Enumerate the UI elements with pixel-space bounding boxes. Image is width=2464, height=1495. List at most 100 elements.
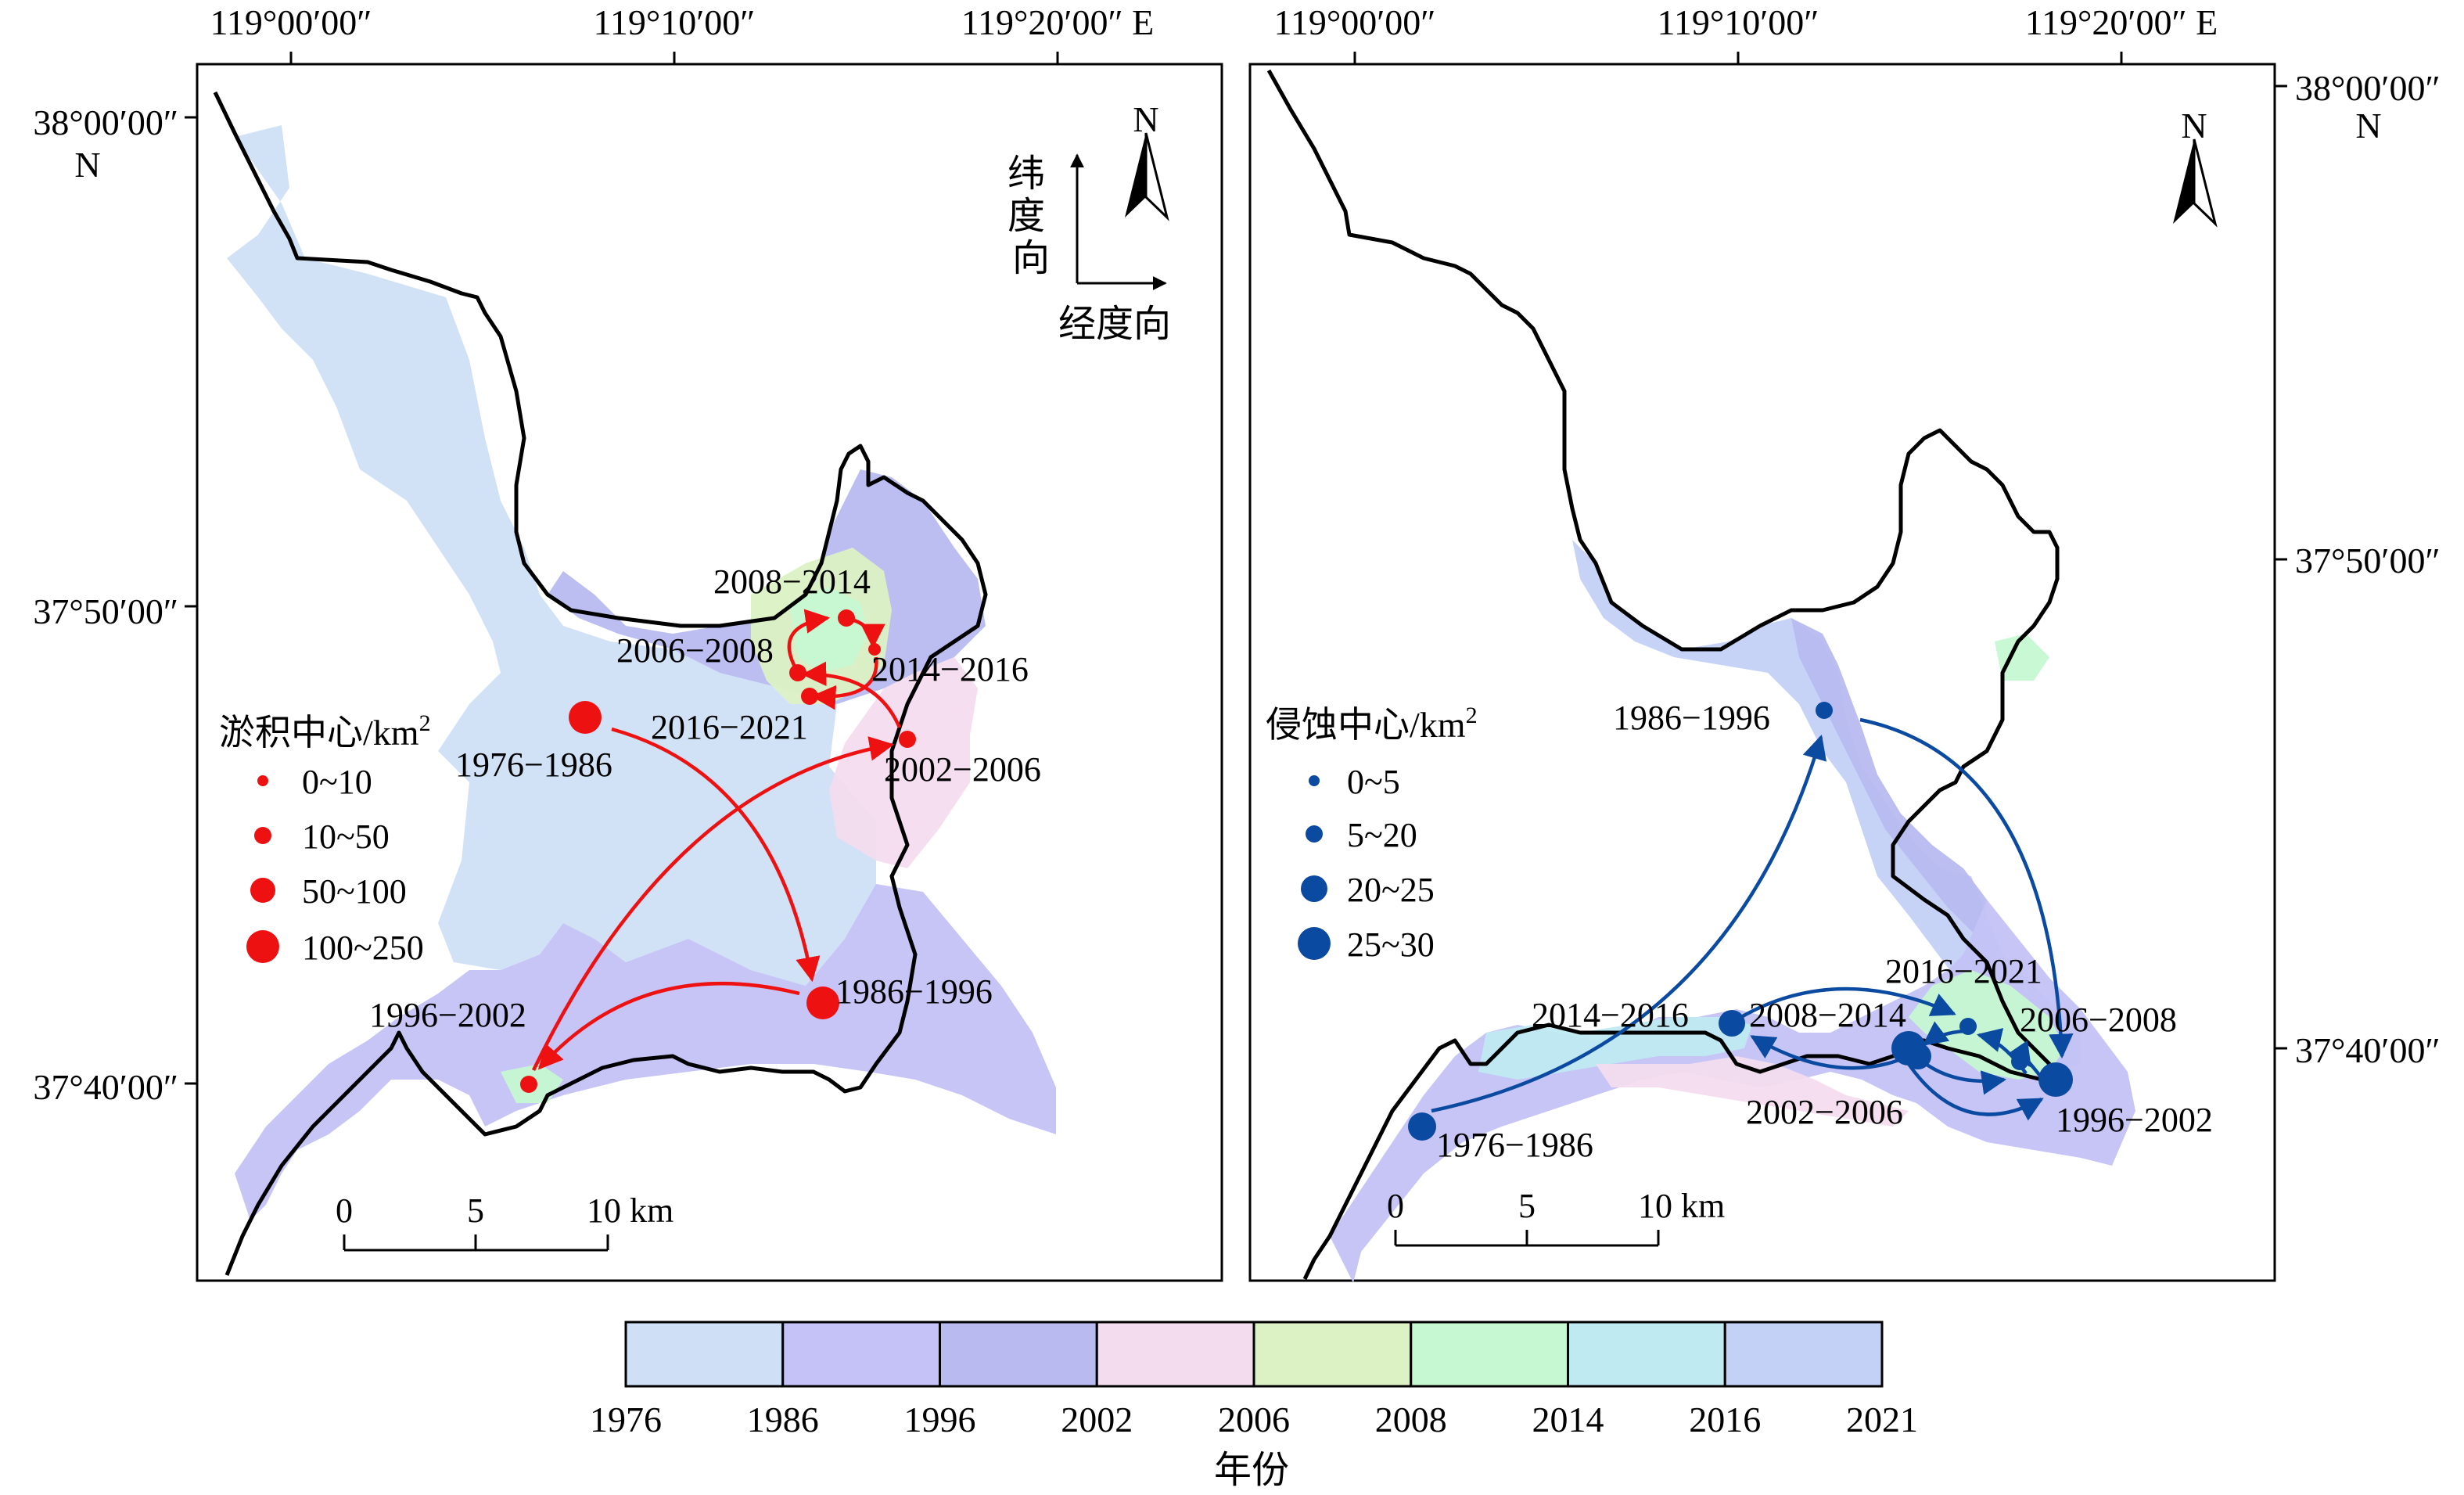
left-lon-tick-2: 119°10′00″	[594, 2, 756, 42]
right-legend-title: 侵蚀中心/km2	[1266, 703, 1478, 745]
left-label-1976-1986: 1976−1986	[455, 746, 612, 784]
left-label-2006-2008: 2006−2008	[616, 631, 774, 670]
left-migration-paths	[531, 609, 902, 1071]
left-scale-label-3: 10 km	[587, 1191, 673, 1230]
right-label-2006-2008: 2006−2008	[2020, 1001, 2177, 1039]
colorbar-tick-2021: 2021	[1846, 1400, 1918, 1439]
left-north-arrow-icon	[1125, 132, 1169, 221]
right-label-2014-2016: 2014−2016	[1532, 996, 1689, 1034]
right-scale-label-1: 0	[1387, 1187, 1404, 1225]
colorbar-tick-1976: 1976	[590, 1400, 662, 1439]
colorbar-segment-1976	[624, 1321, 785, 1388]
left-lat-tick-1: 38°00′00″	[33, 102, 178, 142]
right-patch-east	[1995, 634, 2049, 681]
right-path-9	[1907, 1062, 2044, 1121]
right-center-2002-2006	[1905, 1043, 1931, 1069]
right-legend: 0~5 5~20 20~25 25~30	[1298, 763, 1435, 964]
right-north-arrow-icon	[2173, 138, 2218, 228]
left-legend-symbol-1	[257, 775, 268, 786]
lat-dir-char-1: 纬	[1008, 153, 1045, 195]
left-path-1	[611, 727, 821, 983]
right-center-1996-2002	[2038, 1062, 2073, 1097]
right-centers	[1408, 702, 2073, 1141]
left-map-panel: 119°00′00″ 119°10′00″ 119°20′00″ E 38°00…	[33, 2, 1223, 1282]
left-north-label: N	[1133, 99, 1158, 139]
left-path-5	[787, 609, 831, 668]
colorbar-tick-2014: 2014	[1532, 1400, 1604, 1439]
left-label-2014-2016: 2014−2016	[871, 650, 1029, 688]
left-center-1976-1986	[569, 701, 602, 734]
left-lat-tick-2: 37°50′00″	[33, 591, 178, 631]
left-top-ticks	[289, 52, 1059, 64]
left-legend-symbol-2	[254, 827, 271, 844]
left-label-1986-1996: 1986−1996	[835, 972, 993, 1011]
left-scale-label-1: 0	[336, 1191, 353, 1230]
left-path-2	[537, 981, 800, 1070]
colorbar-segment-2016	[1723, 1321, 1884, 1388]
left-centers	[520, 609, 916, 1093]
right-center-1976-1986	[1408, 1112, 1436, 1141]
right-lat-tick-1: 38°00′00″	[2295, 68, 2441, 108]
left-legend-label-2: 10~50	[302, 818, 390, 856]
colorbar-tick-2008: 2008	[1375, 1400, 1447, 1439]
right-legend-symbol-2	[1306, 825, 1323, 843]
left-lat-direction-label: 纬 度 向	[1008, 153, 1054, 279]
left-lon-tick-3: 119°20′00″ E	[961, 2, 1155, 42]
right-label-2016-2021: 2016−2021	[1885, 952, 2042, 990]
right-center-2014-2016	[1719, 1010, 1745, 1037]
lat-dir-char-3: 向	[1012, 238, 1050, 279]
right-lon-tick-1: 119°00′00″	[1274, 2, 1436, 42]
left-lat-tick-3: 37°40′00″	[33, 1067, 178, 1107]
left-legend-symbol-4	[246, 930, 279, 963]
right-band-1986	[1791, 618, 1987, 939]
left-legend-title: 淤积中心/km2	[219, 710, 431, 753]
right-path-1	[1431, 734, 1827, 1113]
right-scale-label-2: 5	[1518, 1187, 1536, 1225]
right-center-2016-2021	[1959, 1018, 1977, 1035]
left-center-2002-2006	[899, 731, 916, 748]
right-legend-symbol-1	[1309, 775, 1320, 786]
left-direction-axes-icon	[1070, 153, 1167, 290]
left-legend: 0~10 10~50 50~100 100~250	[246, 763, 424, 967]
right-scale-bar	[1394, 1230, 1660, 1247]
colorbar-segment-2014	[1567, 1321, 1726, 1388]
right-band-north	[1572, 540, 2081, 1072]
left-center-2006-2008	[789, 664, 806, 681]
year-colorbar: 1976 1986 1996 2002 2006 2008 2014 2016 2021	[590, 1321, 1918, 1439]
left-label-2008-2014: 2008−2014	[713, 562, 871, 601]
left-label-2002-2006: 2002−2006	[884, 750, 1041, 789]
colorbar-tick-1996: 1996	[904, 1400, 976, 1439]
left-legend-label-1: 0~10	[302, 763, 372, 801]
colorbar-segment-1986	[781, 1321, 941, 1388]
left-center-1986-1996	[806, 986, 839, 1019]
right-lat-tick-2: 37°50′00″	[2295, 541, 2441, 580]
right-path-5	[1922, 1021, 1966, 1046]
left-area-1976	[227, 125, 876, 986]
left-center-1996-2002	[520, 1076, 537, 1093]
left-path-7	[810, 656, 878, 710]
lat-dir-char-2: 度	[1008, 196, 1045, 237]
right-label-1986-1996: 1986−1996	[1613, 699, 1770, 737]
left-legend-title-sup: 2	[419, 710, 431, 736]
left-path-3	[531, 736, 895, 1071]
right-lat-tick-3: 37°40′00″	[2295, 1030, 2441, 1070]
right-legend-symbol-3	[1301, 875, 1327, 902]
left-label-2016-2021: 2016−2021	[651, 708, 808, 746]
right-label-2008-2014: 2008−2014	[1749, 996, 1906, 1034]
colorbar-segment-1996	[939, 1321, 1098, 1388]
right-north-label: N	[2181, 106, 2207, 146]
right-legend-title-sup: 2	[1466, 703, 1478, 728]
left-scale-label-2: 5	[467, 1191, 484, 1230]
left-area-1986	[235, 884, 1056, 1220]
right-label-1976-1986: 1976−1986	[1436, 1126, 1593, 1164]
right-legend-label-3: 20~25	[1347, 871, 1435, 909]
colorbar-tick-2006: 2006	[1218, 1400, 1290, 1439]
left-legend-label-3: 50~100	[302, 872, 407, 911]
left-label-1996-2002: 1996−2002	[369, 996, 526, 1034]
right-legend-label-2: 5~20	[1347, 816, 1417, 854]
left-legend-symbol-3	[250, 878, 275, 903]
left-lon-tick-1: 119°00′00″	[210, 2, 372, 42]
colorbar-title: 年份	[1214, 1450, 1289, 1491]
right-path-2	[1859, 717, 2074, 1059]
